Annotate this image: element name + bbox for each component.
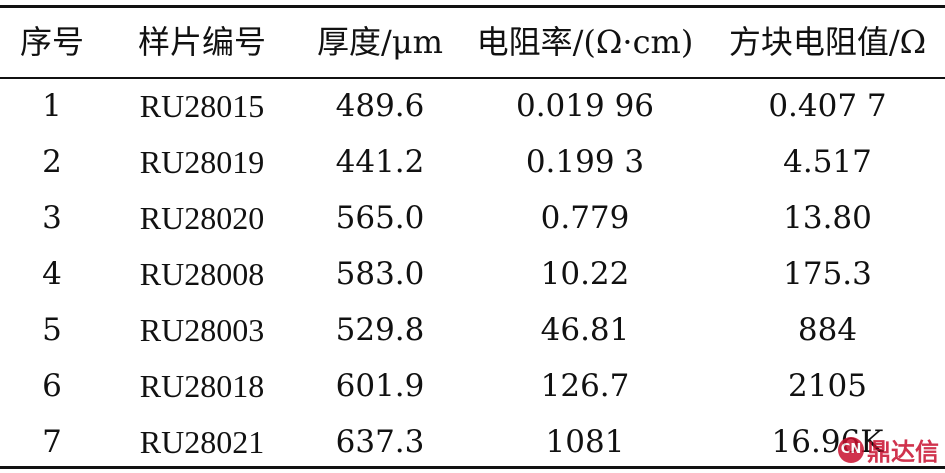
header-rule: [0, 77, 945, 79]
cell-index: 1: [42, 88, 62, 124]
table-row: 4 RU28008 583.0 10.22 175.3: [0, 246, 945, 302]
cell-thickness: 583.0: [335, 256, 425, 292]
table-row: 2 RU28019 441.2 0.199 3 4.517: [0, 134, 945, 190]
cell-sheet-resistance: 13.80: [783, 200, 872, 236]
cell-index: 5: [42, 312, 62, 348]
cell-sample-id: RU28018: [139, 368, 265, 404]
cell-sample-id: RU28008: [139, 256, 265, 292]
header-sheet-resistance: 方块电阻值/Ω: [728, 23, 927, 61]
cell-sheet-resistance: 16.96K: [771, 424, 884, 460]
cell-resistivity: 0.199 3: [525, 144, 645, 180]
header-index: 序号: [19, 23, 84, 61]
cell-sheet-resistance: 0.407 7: [768, 88, 887, 124]
cell-sample-id: RU28020: [139, 200, 265, 236]
cell-resistivity: 0.019 96: [515, 88, 655, 124]
table-row: 7 RU28021 637.3 1081 16.96K: [0, 414, 945, 470]
cell-index: 2: [42, 144, 62, 180]
watermark-logo: CN 鼎达信: [838, 432, 939, 467]
cell-sheet-resistance: 175.3: [783, 256, 872, 292]
table-header-row: 序号 样片编号 厚度/μm 电阻率/(Ω·cm) 方块电阻值/Ω: [0, 14, 945, 70]
table-row: 3 RU28020 565.0 0.779 13.80: [0, 190, 945, 246]
cell-sheet-resistance: 884: [797, 312, 858, 348]
cell-sheet-resistance: 4.517: [783, 144, 872, 180]
cell-resistivity: 0.779: [540, 200, 630, 236]
cell-thickness: 601.9: [335, 368, 425, 404]
table-row: 5 RU28003 529.8 46.81 884: [0, 302, 945, 358]
cell-resistivity: 1081: [545, 424, 625, 460]
cell-resistivity: 126.7: [540, 368, 630, 404]
cell-index: 6: [42, 368, 62, 404]
cell-thickness: 637.3: [335, 424, 425, 460]
table-row: 6 RU28018 601.9 126.7 2105: [0, 358, 945, 414]
cell-thickness: 441.2: [335, 144, 425, 180]
table-row: 1 RU28015 489.6 0.019 96 0.407 7: [0, 78, 945, 134]
cell-sample-id: RU28019: [139, 144, 265, 180]
cell-resistivity: 46.81: [540, 312, 630, 348]
header-resistivity: 电阻率/(Ω·cm): [476, 23, 694, 61]
cell-resistivity: 10.22: [540, 256, 630, 292]
cell-index: 7: [42, 424, 62, 460]
cell-sample-id: RU28021: [139, 424, 265, 460]
bottom-rule: [0, 466, 945, 469]
watermark-badge-icon: CN: [838, 436, 864, 463]
header-sample-id: 样片编号: [137, 23, 266, 61]
cell-index: 3: [42, 200, 62, 236]
top-rule: [0, 5, 945, 8]
cell-sheet-resistance: 2105: [788, 368, 867, 404]
cell-thickness: 489.6: [335, 88, 425, 124]
watermark-text: 鼎达信: [867, 438, 939, 466]
cell-index: 4: [42, 256, 62, 292]
cell-thickness: 529.8: [335, 312, 425, 348]
cell-sample-id: RU28015: [139, 88, 265, 124]
header-thickness: 厚度/μm: [317, 23, 443, 61]
cell-sample-id: RU28003: [139, 312, 265, 348]
cell-thickness: 565.0: [335, 200, 425, 236]
